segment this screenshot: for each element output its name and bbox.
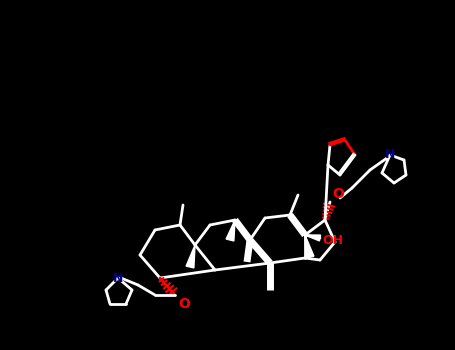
Polygon shape	[186, 245, 195, 268]
Text: OH: OH	[322, 233, 343, 246]
Polygon shape	[305, 235, 321, 241]
Polygon shape	[226, 220, 235, 241]
Text: N: N	[385, 148, 395, 161]
Text: O: O	[178, 297, 190, 311]
Text: N: N	[113, 272, 123, 285]
Text: O: O	[332, 187, 344, 201]
Polygon shape	[305, 235, 314, 258]
